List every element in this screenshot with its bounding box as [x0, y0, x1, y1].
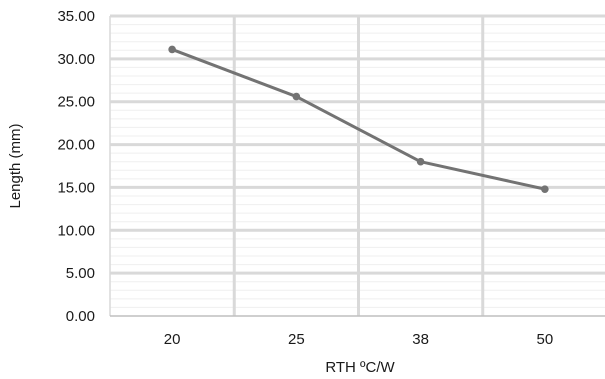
y-axis-title: Length (mm) — [7, 123, 24, 208]
x-tick-label: 38 — [412, 331, 429, 348]
y-tick-label: 5.00 — [66, 265, 95, 282]
series-group — [168, 45, 549, 193]
series-line — [171, 48, 546, 191]
y-tick-label: 15.00 — [57, 179, 95, 196]
axes — [109, 16, 605, 317]
x-axis-title: RTH ºC/W — [325, 359, 395, 376]
data-point — [292, 92, 301, 101]
x-tick-label: 20 — [164, 331, 181, 348]
y-tick-label: 30.00 — [57, 51, 95, 68]
y-tick-labels: 0.00 5.00 10.00 15.00 20.00 25.00 30.00 35.00 — [57, 8, 95, 325]
data-point — [168, 45, 176, 54]
x-tick-labels: 20 25 38 50 — [164, 331, 553, 348]
vertical-gridlines — [232, 16, 485, 316]
data-point — [416, 157, 425, 166]
data-point — [541, 185, 549, 193]
y-tick-label: 35.00 — [57, 8, 95, 25]
y-tick-label: 0.00 — [66, 308, 95, 325]
y-tick-label: 25.00 — [57, 94, 95, 111]
x-tick-label: 25 — [288, 331, 305, 348]
y-tick-label: 10.00 — [57, 222, 95, 239]
y-tick-label: 20.00 — [57, 137, 95, 154]
x-tick-label: 50 — [537, 331, 554, 348]
